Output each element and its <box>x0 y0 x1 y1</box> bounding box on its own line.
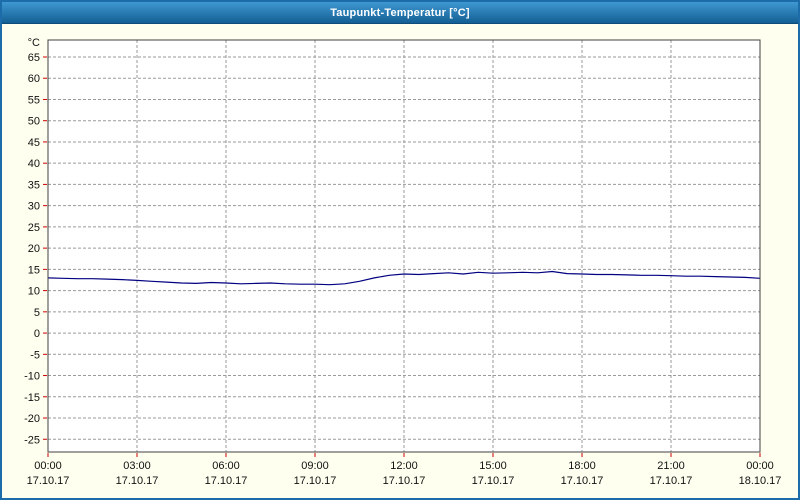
series-line-taupunkt <box>47 270 761 286</box>
y-axis-labels: -25 -20 -15 -10 -5 0 5 10 15 20 25 30 35 40 45 50 55 60 65… <box>24 37 47 446</box>
svg-text:35: 35 <box>28 179 40 191</box>
x-tick-time: 00:00 <box>34 460 62 472</box>
svg-text:30: 30 <box>28 201 40 213</box>
grid-lines <box>48 40 760 452</box>
svg-text:15: 15 <box>28 264 40 276</box>
svg-text:65: 65 <box>28 52 40 64</box>
x-tick-time: 12:00 <box>390 460 418 472</box>
svg-text:60: 60 <box>28 73 40 85</box>
svg-text:-25: -25 <box>24 434 40 446</box>
x-tick-time: 03:00 <box>123 460 151 472</box>
x-tick-date: 17.10.17 <box>205 475 248 487</box>
svg-text:-20: -20 <box>24 413 40 425</box>
svg-text:45: 45 <box>28 137 40 149</box>
x-tick-time: 15:00 <box>479 460 507 472</box>
x-tick-time: 00:00 <box>746 460 774 472</box>
svg-text:-5: -5 <box>30 349 40 361</box>
svg-text:-15: -15 <box>24 392 40 404</box>
series-lines <box>47 270 761 286</box>
x-tick-date: 17.10.17 <box>561 475 604 487</box>
x-tick-time: 09:00 <box>301 460 329 472</box>
svg-text:0: 0 <box>34 328 40 340</box>
x-tick-date: 17.10.17 <box>383 475 426 487</box>
svg-text:25: 25 <box>28 222 40 234</box>
y-axis-unit: °C <box>28 37 40 49</box>
x-tick-time: 06:00 <box>212 460 240 472</box>
x-tick-time: 18:00 <box>568 460 596 472</box>
x-tick-date: 18.10.17 <box>739 475 782 487</box>
svg-text:20: 20 <box>28 243 40 255</box>
plot-border <box>47 39 761 453</box>
svg-text:5: 5 <box>34 307 40 319</box>
svg-text:-10: -10 <box>24 371 40 383</box>
dewpoint-line-chart: -25 -20 -15 -10 -5 0 5 10 15 20 25 30 35 40 45 50 55 60 65… <box>24 37 782 487</box>
svg-text:10: 10 <box>28 286 40 298</box>
window-title-bar[interactable]: Taupunkt-Temperatur [°C] <box>2 2 798 24</box>
x-axis-labels: 00:00 17.10.17 03:00 17.10.17 06:00 17.10.17 0… <box>27 453 782 487</box>
x-tick-date: 17.10.17 <box>294 475 337 487</box>
x-tick-date: 17.10.17 <box>116 475 159 487</box>
svg-text:50: 50 <box>28 116 40 128</box>
svg-text:40: 40 <box>28 158 40 170</box>
svg-text:55: 55 <box>28 94 40 106</box>
x-tick-date: 17.10.17 <box>650 475 693 487</box>
x-tick-date: 17.10.17 <box>472 475 515 487</box>
x-tick-time: 21:00 <box>657 460 685 472</box>
window-title: Taupunkt-Temperatur [°C] <box>330 6 470 19</box>
chart-container: -25 -20 -15 -10 -5 0 5 10 15 20 25 30 35 40 45 50 55 60 65… <box>2 24 798 498</box>
x-tick-date: 17.10.17 <box>27 475 70 487</box>
